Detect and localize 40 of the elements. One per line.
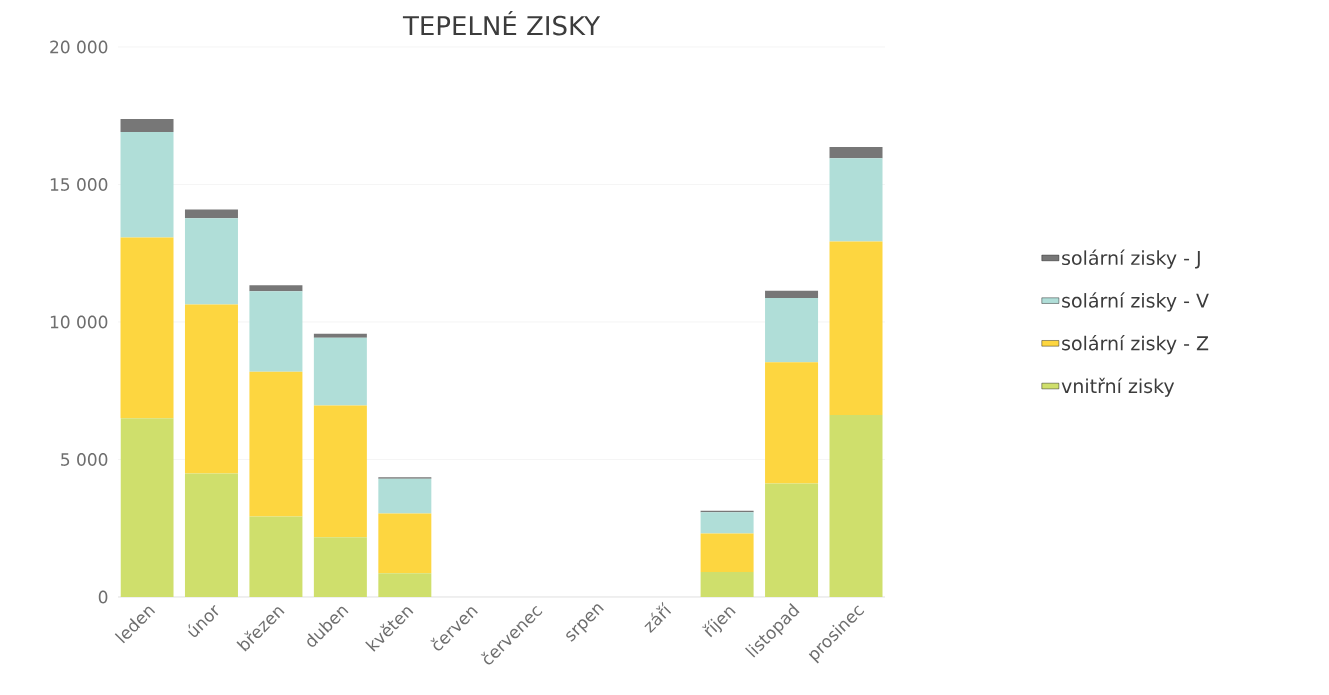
bar — [184, 304, 238, 474]
bar — [378, 478, 432, 514]
bar — [829, 241, 883, 415]
chart-title: TEPELNÉ ZISKY — [402, 10, 601, 36]
bar — [765, 483, 819, 597]
legend-label: vnitřní zisky — [1061, 377, 1175, 397]
bar — [765, 290, 819, 299]
y-tick-label: 5 000 — [61, 453, 108, 466]
y-tick-label: 10 000 — [50, 315, 108, 329]
bar — [313, 333, 367, 338]
bar — [829, 147, 883, 159]
bar — [829, 414, 883, 597]
bar — [378, 573, 432, 597]
bar — [184, 473, 238, 597]
bar — [765, 362, 819, 484]
legend-label: solární zisky - V — [1062, 292, 1209, 312]
bar — [313, 337, 367, 406]
bar — [700, 512, 754, 534]
bar — [700, 533, 754, 572]
bar — [765, 298, 819, 363]
bar — [184, 209, 238, 219]
y-tick-label: 15 000 — [50, 178, 108, 191]
bar — [829, 158, 883, 242]
bar — [249, 516, 303, 597]
bar — [378, 513, 432, 574]
bar — [700, 571, 754, 597]
bar — [120, 131, 174, 238]
bar — [184, 218, 238, 305]
y-tick-label: 0 — [98, 590, 108, 604]
bar — [313, 405, 367, 538]
bar — [249, 285, 303, 292]
y-tick-label: 20 000 — [50, 40, 108, 54]
bar — [249, 291, 303, 372]
bar — [120, 237, 174, 419]
bar — [120, 119, 174, 132]
legend-label: solární zisky - J — [1062, 249, 1200, 269]
bar — [313, 537, 367, 597]
bar — [120, 418, 174, 597]
legend-label: solární zisky - Z — [1062, 334, 1209, 355]
bar — [249, 371, 303, 517]
